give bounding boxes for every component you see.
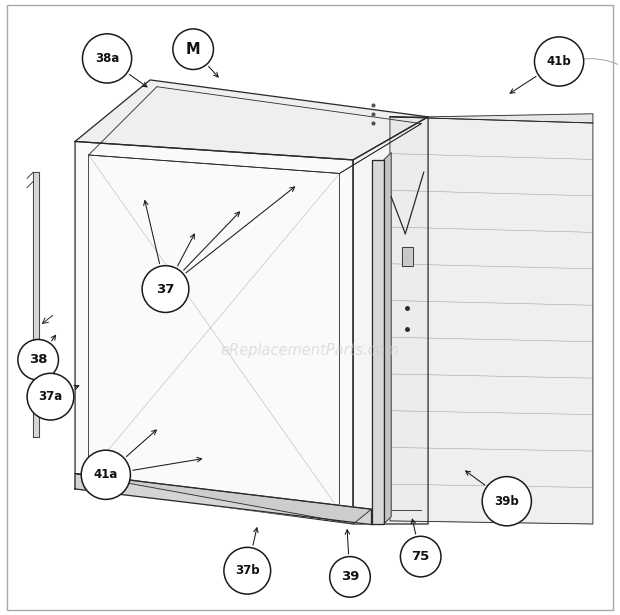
Polygon shape bbox=[75, 80, 428, 160]
Text: 41b: 41b bbox=[547, 55, 572, 68]
Circle shape bbox=[224, 547, 271, 594]
Text: 75: 75 bbox=[412, 550, 430, 563]
Text: eReplacementParts.com: eReplacementParts.com bbox=[221, 343, 399, 358]
Circle shape bbox=[82, 34, 131, 83]
Text: 37a: 37a bbox=[38, 390, 63, 403]
Text: 37b: 37b bbox=[235, 564, 260, 577]
Text: 39b: 39b bbox=[494, 494, 519, 508]
Circle shape bbox=[330, 557, 370, 597]
Polygon shape bbox=[75, 474, 371, 524]
Circle shape bbox=[401, 536, 441, 577]
Text: 41a: 41a bbox=[94, 468, 118, 482]
Circle shape bbox=[81, 450, 130, 499]
Text: 38: 38 bbox=[29, 353, 47, 367]
Polygon shape bbox=[384, 153, 391, 524]
Circle shape bbox=[173, 29, 213, 69]
Circle shape bbox=[482, 477, 531, 526]
Text: 37: 37 bbox=[156, 282, 175, 296]
Polygon shape bbox=[75, 141, 353, 524]
Circle shape bbox=[142, 266, 189, 312]
Polygon shape bbox=[390, 117, 593, 524]
Circle shape bbox=[534, 37, 583, 86]
Circle shape bbox=[18, 339, 58, 380]
Polygon shape bbox=[33, 172, 40, 437]
Text: 38a: 38a bbox=[95, 52, 119, 65]
Polygon shape bbox=[75, 474, 371, 525]
Circle shape bbox=[27, 373, 74, 420]
Polygon shape bbox=[402, 247, 414, 266]
Polygon shape bbox=[390, 114, 593, 123]
Text: M: M bbox=[186, 42, 200, 57]
Polygon shape bbox=[353, 117, 428, 524]
Text: 39: 39 bbox=[341, 570, 359, 584]
Polygon shape bbox=[371, 160, 384, 524]
